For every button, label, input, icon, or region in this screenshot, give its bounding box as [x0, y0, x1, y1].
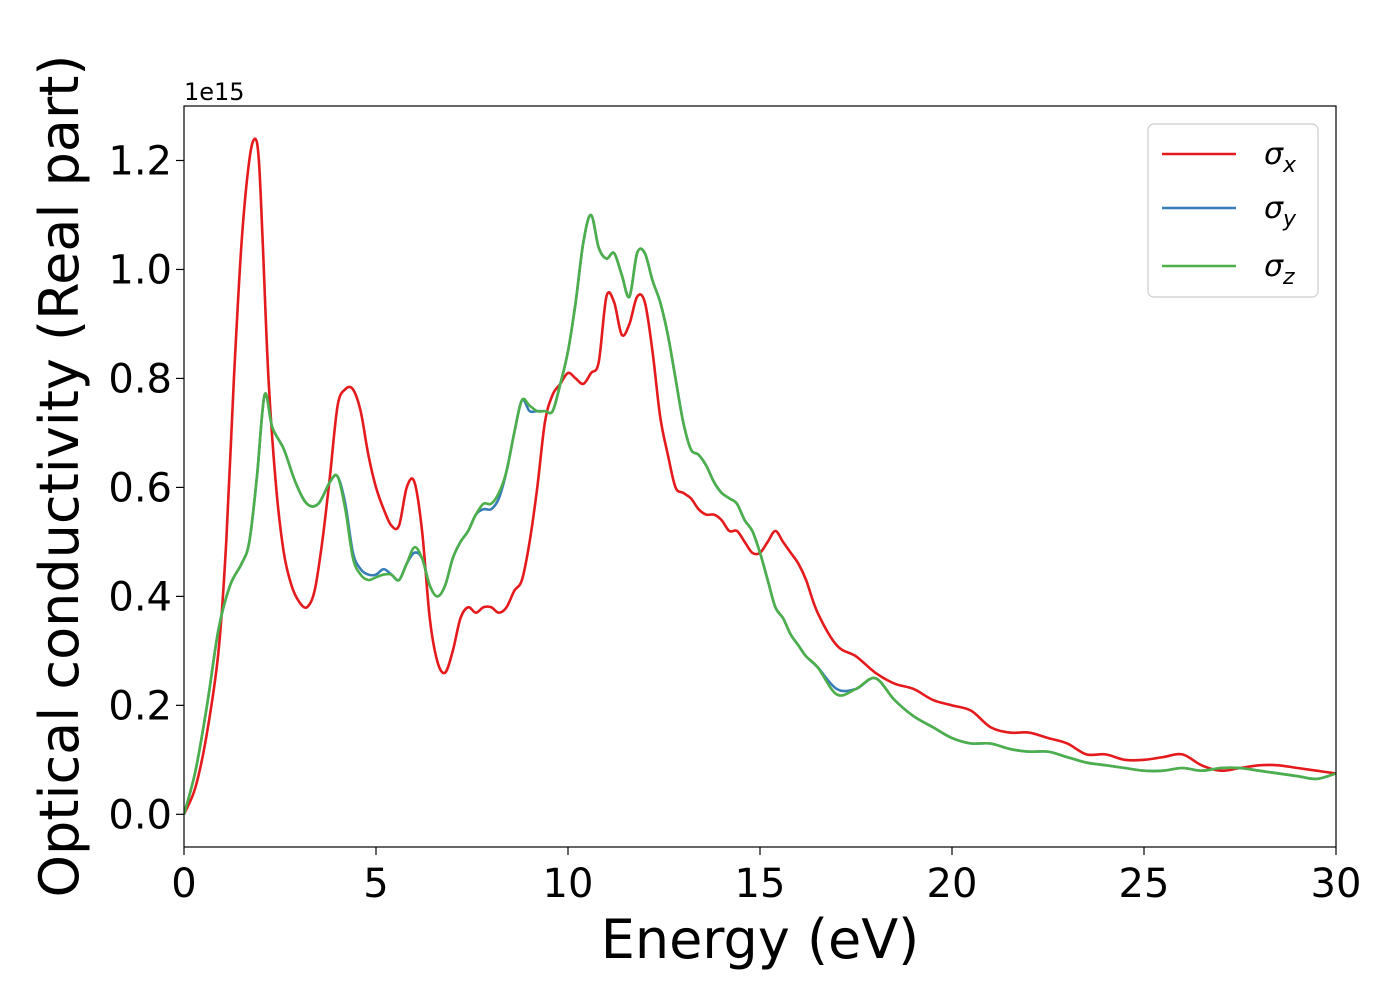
y-axis-title: Optical conductivity (Real part) — [28, 55, 91, 898]
x-tick-label: 5 — [363, 861, 388, 907]
y-tick-label: 0.2 — [108, 683, 172, 729]
y-tick-label: 0.8 — [108, 356, 172, 402]
x-tick-label: 10 — [543, 861, 594, 907]
series-line-z — [184, 213, 1336, 815]
legend-label-y: σy — [1264, 191, 1297, 232]
series-line-y — [184, 213, 1336, 815]
y-tick-label: 0.6 — [108, 465, 172, 511]
y-tick-label: 1.2 — [108, 138, 172, 184]
legend-label-z: σz — [1264, 249, 1295, 290]
x-tick-label: 15 — [735, 861, 786, 907]
x-tick-label: 30 — [1311, 861, 1362, 907]
x-axis: 0 5 10 15 20 25 30 — [171, 847, 1361, 907]
y-tick-label: 0.4 — [108, 574, 172, 620]
y-offset-label: 1e15 — [184, 78, 245, 106]
x-tick-label: 20 — [927, 861, 978, 907]
x-tick-label: 0 — [171, 861, 196, 907]
x-axis-title: Energy (eV) — [601, 908, 920, 971]
legend-box — [1147, 123, 1319, 298]
x-tick-label: 25 — [1119, 861, 1170, 907]
y-tick-label: 1.0 — [108, 247, 172, 293]
legend-label-x: σx — [1264, 137, 1297, 178]
legend: σx σy σz — [1147, 123, 1319, 298]
series-layer — [184, 137, 1336, 815]
series-line-x — [184, 137, 1336, 815]
y-tick-label: 0.0 — [108, 792, 172, 838]
y-axis: 0.0 0.2 0.4 0.6 0.8 1.0 1.2 — [108, 138, 184, 838]
